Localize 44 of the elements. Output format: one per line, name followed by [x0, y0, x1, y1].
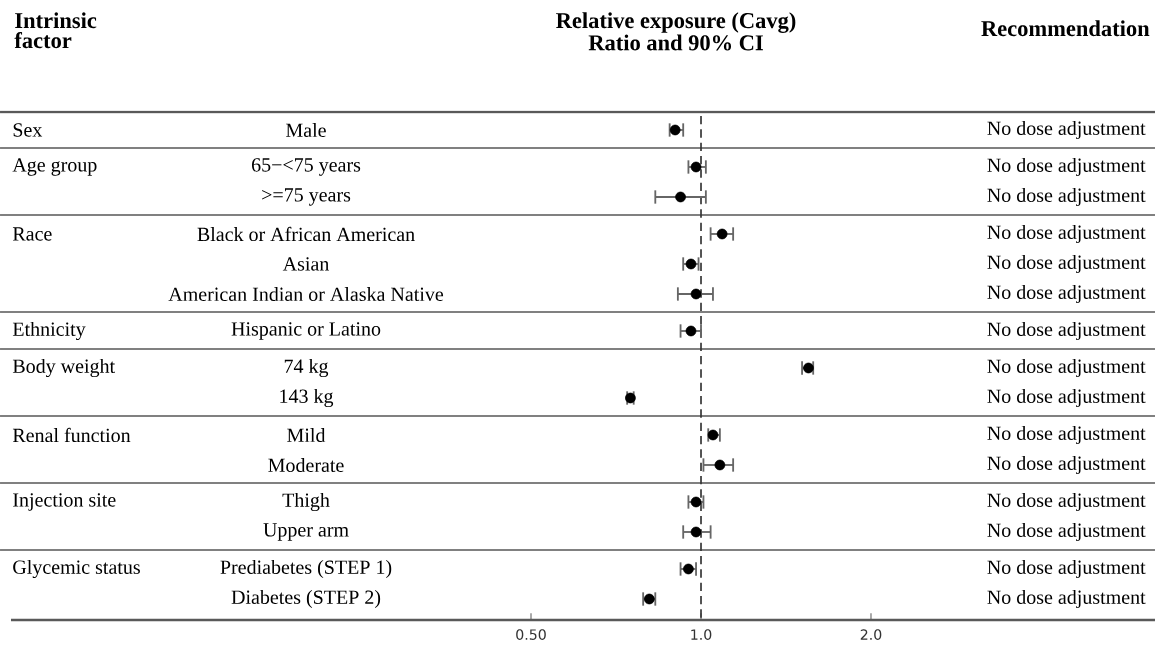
- annotation: No dose adjustment: [987, 522, 1146, 542]
- annotation: No dose adjustment: [987, 388, 1146, 408]
- y-tick-label: Upper arm: [263, 523, 349, 541]
- annotation: No dose adjustment: [987, 492, 1146, 512]
- text: Recommendation: [981, 20, 1150, 37]
- annotation: Age group: [12, 158, 97, 176]
- annotation: Injection site: [13, 493, 116, 511]
- annotation: Glycemic status: [13, 559, 140, 579]
- y-tick-label: American Indian or Alaska Native: [168, 286, 444, 302]
- annotation: No dose adjustment: [987, 187, 1146, 207]
- annotation: No dose adjustment: [987, 455, 1146, 475]
- annotation: No dose adjustment: [987, 358, 1146, 378]
- annotation: No dose adjustment: [987, 425, 1146, 445]
- y-tick-label: Hispanic or Latino: [231, 322, 381, 340]
- y-tick-label: Thigh: [282, 492, 330, 512]
- annotation: Sex: [13, 123, 43, 137]
- annotation: Ethnicity: [12, 321, 86, 341]
- x-tick-label: 0.50: [516, 629, 546, 640]
- annotation: No dose adjustment: [987, 559, 1146, 579]
- y-tick-label: Diabetes (STEP 2): [231, 589, 381, 609]
- annotation: No dose adjustment: [987, 254, 1146, 274]
- annotation: No dose adjustment: [987, 321, 1146, 341]
- annotation: Race: [12, 227, 52, 241]
- y-tick-label: Black or African American: [197, 226, 415, 242]
- annotation: No dose adjustment: [987, 284, 1146, 304]
- y-tick-label: >=75 years: [262, 188, 351, 206]
- x-axis-title: Relative exposure (Cavg) Ratio and 90% CI: [556, 12, 796, 51]
- x-tick-label: 2.0: [860, 629, 882, 640]
- annotation: No dose adjustment: [987, 157, 1146, 177]
- x-tick-label: 1.0: [691, 629, 712, 640]
- annotation: Renal function: [12, 427, 131, 443]
- y-tick-label: 143 kg: [280, 388, 334, 408]
- y-tick-label: Male: [286, 122, 326, 138]
- annotation: No dose adjustment: [987, 224, 1146, 244]
- annotation: No dose adjustment: [987, 589, 1146, 609]
- y-tick-label: Prediabetes (STEP 1): [220, 559, 392, 579]
- y-tick-label: Moderate: [268, 457, 344, 473]
- y-tick-label: 65−<75 years: [251, 158, 361, 176]
- annotation: No dose adjustment: [987, 120, 1146, 140]
- y-tick-label: 74 kg: [284, 358, 329, 378]
- y-axis-title: Intrinsic factor: [14, 12, 97, 49]
- y-tick-label: Asian: [282, 257, 330, 271]
- annotation: Body weight: [12, 358, 115, 378]
- y-tick-label: Mild: [287, 427, 326, 443]
